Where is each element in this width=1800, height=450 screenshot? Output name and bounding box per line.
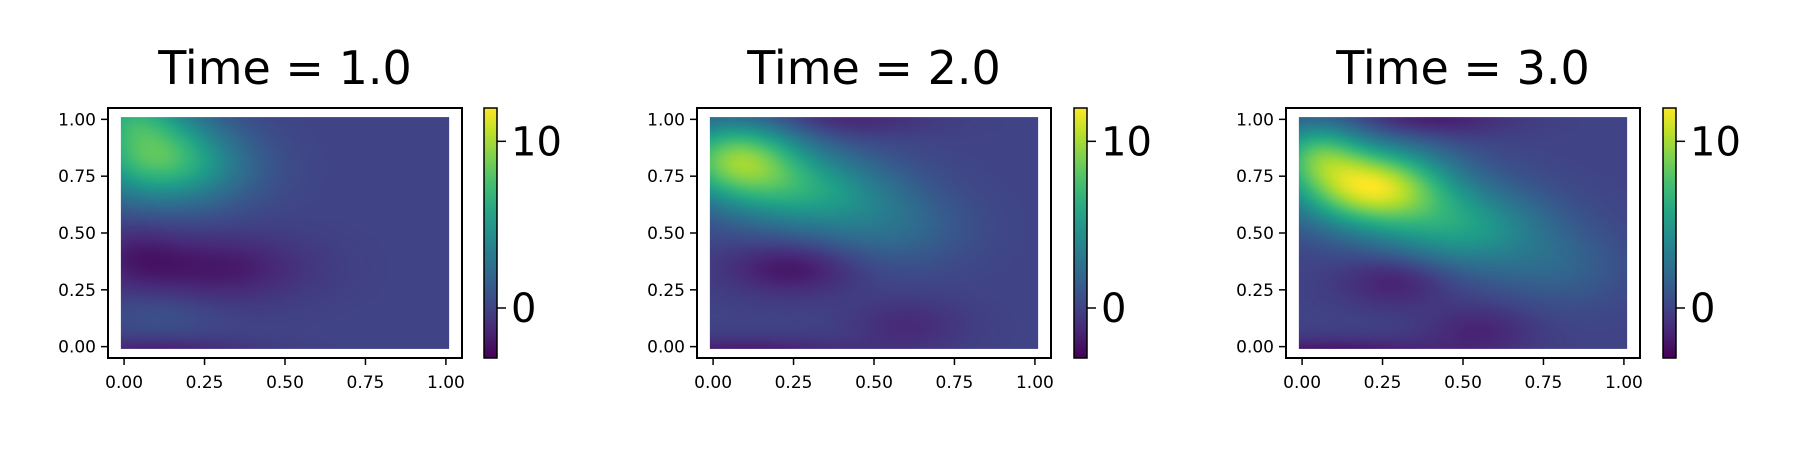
x-tick-label: 0.75: [1525, 373, 1563, 393]
colorbar: [1073, 107, 1088, 359]
chart-title: Time = 3.0: [1335, 41, 1590, 95]
x-tick-label: 1.00: [1016, 373, 1054, 393]
x-tick-label: 0.00: [1283, 373, 1321, 393]
x-tick-label: 0.00: [694, 373, 732, 393]
y-tick-label: 0.50: [58, 224, 96, 244]
x-tick-label: 0.25: [186, 373, 224, 393]
chart-title: Time = 2.0: [746, 41, 1001, 95]
y-tick-label: 0.75: [647, 167, 685, 187]
x-tick-label: 0.25: [775, 373, 813, 393]
y-tick-label: 0.50: [647, 224, 685, 244]
y-tick-label: 0.25: [1236, 281, 1274, 301]
chart-title: Time = 1.0: [157, 41, 412, 95]
colorbar: [483, 107, 498, 359]
colorbar-tick-label: 0: [1690, 286, 1715, 332]
y-tick-label: 0.25: [58, 281, 96, 301]
y-tick-label: 0.75: [1236, 167, 1274, 187]
x-tick-label: 1.00: [1605, 373, 1643, 393]
colorbar-tick-label: 0: [1101, 286, 1126, 332]
x-tick-label: 0.25: [1364, 373, 1402, 393]
y-tick-label: 0.00: [58, 338, 96, 358]
y-tick-label: 1.00: [58, 110, 96, 130]
colorbar-tick-label: 10: [1690, 119, 1741, 165]
x-tick-label: 0.00: [105, 373, 143, 393]
panel-time-2: Time = 2.0 0.00 0.25 0.50 0.75 1.00 0.00 0.25 0.…: [647, 41, 1152, 393]
x-tick-label: 0.50: [1444, 373, 1482, 393]
y-tick-label: 0.00: [647, 338, 685, 358]
colorbar-tick-label: 0: [511, 286, 536, 332]
colorbar-tick-label: 10: [1101, 119, 1152, 165]
colorbar-tick-label: 10: [511, 119, 562, 165]
y-tick-label: 0.75: [58, 167, 96, 187]
y-tick-label: 0.50: [1236, 224, 1274, 244]
y-tick-label: 0.25: [647, 281, 685, 301]
x-tick-label: 0.75: [936, 373, 974, 393]
x-tick-label: 0.50: [855, 373, 893, 393]
panel-time-3: Time = 3.0 0.00 0.25 0.50 0.75 1.00 0.00 0.25 0.…: [1236, 41, 1741, 393]
x-tick-label: 0.50: [266, 373, 304, 393]
heatmap-field: [709, 117, 1039, 349]
x-tick-label: 1.00: [427, 373, 465, 393]
heatmap-field: [120, 117, 450, 349]
x-tick-label: 0.75: [347, 373, 385, 393]
y-tick-label: 0.00: [1236, 338, 1274, 358]
panel-time-1: Time = 1.0 0.00 0.25 0.50 0.75 1.00 0.00 0.25 0.…: [58, 41, 562, 393]
heatmap-field: [1298, 117, 1628, 349]
colorbar: [1662, 107, 1677, 359]
y-tick-label: 1.00: [1236, 110, 1274, 130]
y-tick-label: 1.00: [647, 110, 685, 130]
